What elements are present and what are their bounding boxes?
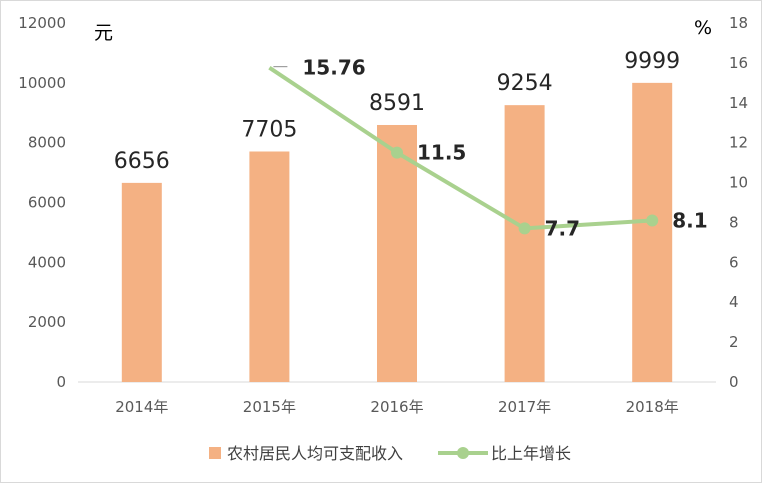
right-tick-label: 14 <box>729 94 748 112</box>
x-tick-label: 2016年 <box>370 398 423 416</box>
right-tick-label: 4 <box>729 293 739 311</box>
line-point <box>646 214 659 227</box>
left-axis-unit: 元 <box>94 22 113 44</box>
left-tick-label: 0 <box>56 373 66 391</box>
x-tick-label: 2014年 <box>115 398 168 416</box>
legend-swatch-bar <box>209 447 221 459</box>
right-tick-label: 10 <box>729 174 748 192</box>
bar-data-label: 9999 <box>624 49 680 74</box>
bar <box>632 82 673 382</box>
bar-data-label: 9254 <box>497 71 553 96</box>
legend-label-income: 农村居民人均可支配收入 <box>227 444 403 463</box>
bar-data-label: 8591 <box>369 91 425 116</box>
bar <box>121 182 162 382</box>
left-tick-label: 10000 <box>18 74 66 92</box>
left-tick-label: 2000 <box>28 313 66 331</box>
legend-swatch-marker <box>457 447 469 459</box>
right-axis-unit: % <box>694 17 712 39</box>
bar <box>377 124 417 383</box>
right-tick-label: 8 <box>729 213 739 231</box>
x-tick-label: 2017年 <box>498 398 551 416</box>
bar <box>504 105 545 382</box>
x-tick-label: 2015年 <box>243 398 296 416</box>
bars-layer <box>121 82 673 383</box>
line-point <box>518 222 531 235</box>
legend-label-growth: 比上年增长 <box>491 444 571 463</box>
bar <box>249 151 290 382</box>
line-layer <box>268 66 659 235</box>
right-tick-label: 12 <box>729 134 748 152</box>
line-data-label: 8.1 <box>672 208 707 232</box>
line-data-label: 7.7 <box>545 216 580 240</box>
line-point <box>391 146 403 159</box>
right-tick-label: 2 <box>729 333 739 351</box>
left-tick-label: 12000 <box>18 14 66 32</box>
bar-data-label: 6656 <box>114 149 170 174</box>
labels-layer: 6656 7705 8591 9254 9999 15.76 11.5 7.7 8.1 <box>114 49 708 241</box>
right-tick-label: 0 <box>729 373 739 391</box>
right-tick-label: 18 <box>729 14 748 32</box>
x-tick-label: 2018年 <box>626 398 679 416</box>
left-tick-label: 4000 <box>28 253 66 271</box>
left-tick-label: 6000 <box>28 194 66 212</box>
growth-line <box>268 66 653 231</box>
axes-layer: 0 2000 4000 6000 8000 10000 12000 0 2 4 6 8 10 12 14 16… <box>18 14 748 416</box>
legend: 农村居民人均可支配收入 比上年增长 <box>209 444 571 463</box>
line-data-label: 11.5 <box>417 141 466 165</box>
right-tick-label: 6 <box>729 253 739 271</box>
right-tick-label: 16 <box>729 54 748 72</box>
bar-data-label: 7705 <box>241 117 297 142</box>
line-data-label: 15.76 <box>302 56 365 80</box>
left-tick-label: 8000 <box>28 134 66 152</box>
